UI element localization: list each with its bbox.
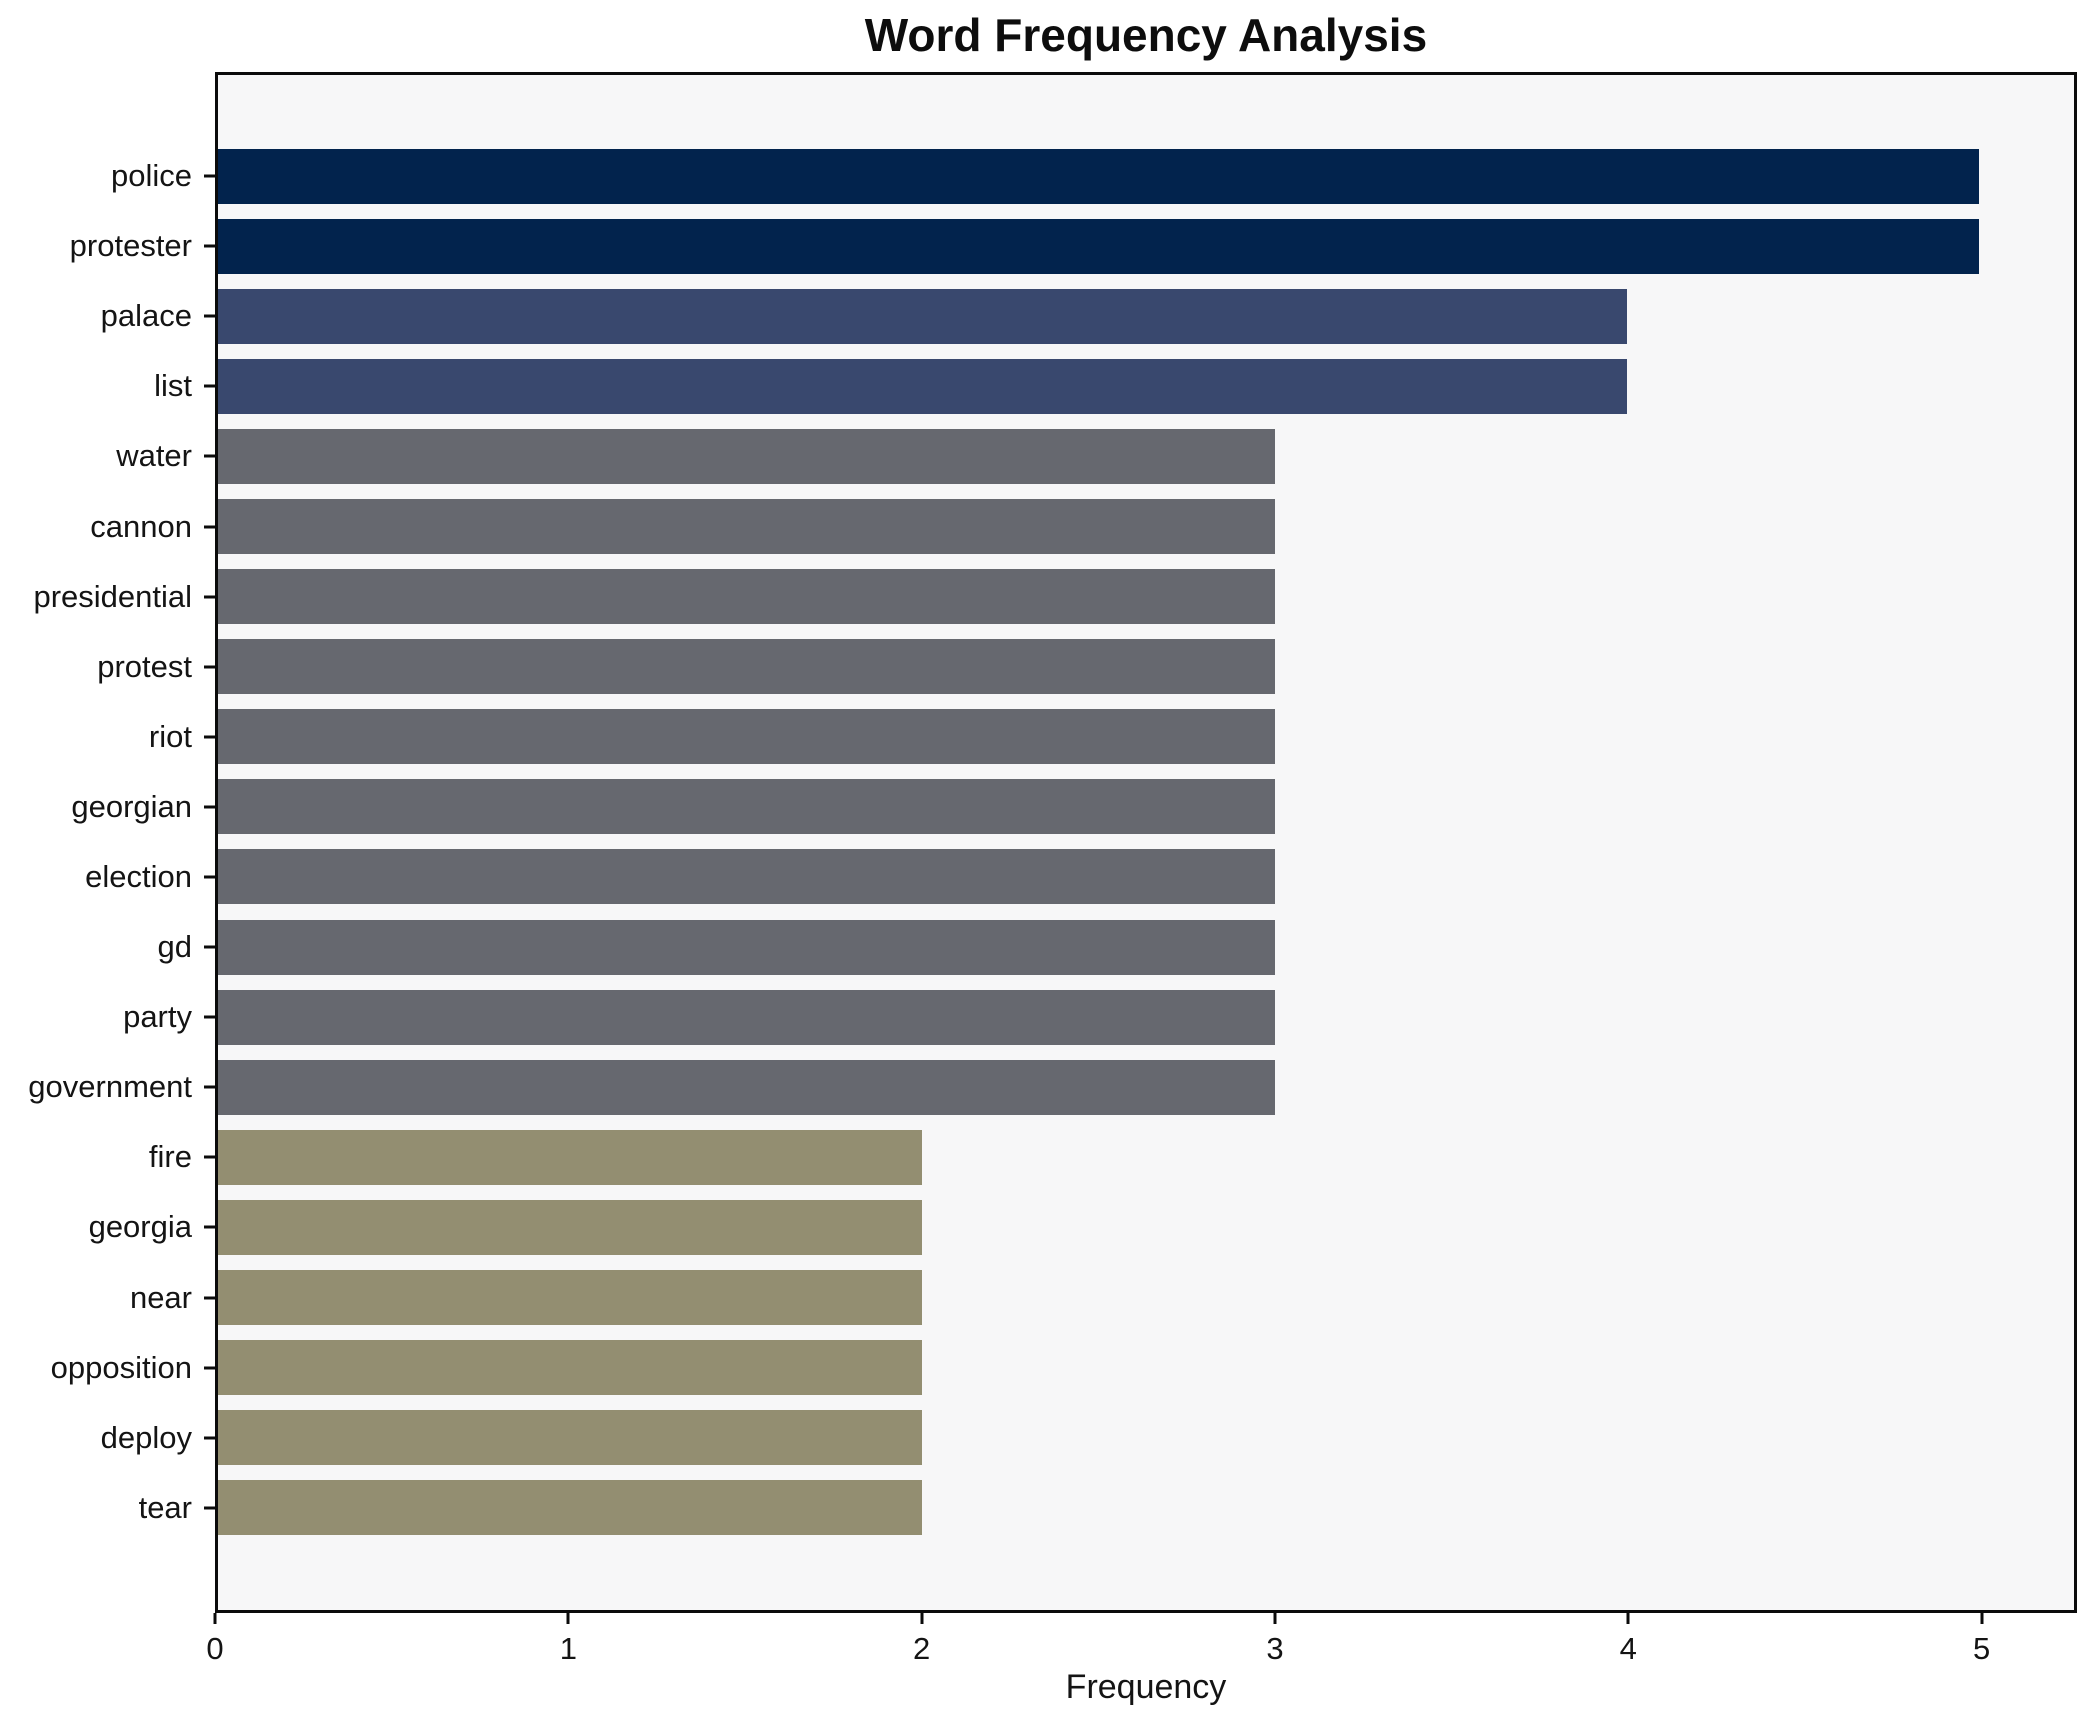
y-tick-mark [204,244,215,248]
y-tick-mark [204,875,215,879]
y-axis-label: riot [148,718,192,754]
bar-row: near [130,1263,2074,1333]
y-axis-label: georgian [71,788,192,824]
bar-tear [218,1480,923,1536]
y-axis-label: deploy [100,1419,192,1455]
bar-deploy [218,1410,923,1466]
bar-party [218,989,1275,1045]
y-axis-label: protester [69,228,192,264]
bar-row: police [111,141,2074,211]
y-axis-label: government [28,1069,192,1105]
y-tick-mark [204,735,215,739]
bar-water [218,428,1275,484]
bar-georgian [218,779,1275,835]
y-tick-mark [204,1506,215,1510]
y-tick-mark [204,174,215,178]
y-axis-label: police [111,158,192,194]
y-axis-label: party [123,999,192,1035]
bar-election [218,849,1275,905]
bar-row: cannon [90,491,2074,561]
bar-georgia [218,1199,923,1255]
y-tick-mark [204,1436,215,1440]
y-tick-mark [204,595,215,599]
y-tick-mark [204,1085,215,1089]
bar-protester [218,218,1979,274]
bar-row: opposition [51,1333,2074,1403]
y-axis-label: gd [157,929,192,965]
bar-row: election [85,842,2074,912]
bar-gd [218,919,1275,975]
y-axis-label: opposition [50,1349,192,1385]
bar-row: protest [97,632,2074,702]
y-tick-mark [204,945,215,949]
x-tick-label: 0 [206,1631,224,1666]
bar-row: protester [70,211,2074,281]
bar-row: party [123,982,2074,1052]
x-tick-mark [213,1613,217,1624]
bar-row: gd [158,912,2074,982]
x-tick-label: 4 [1619,1631,1637,1666]
bar-row: palace [101,281,2074,351]
y-axis-label: election [85,858,192,894]
chart-title: Word Frequency Analysis [864,9,1428,61]
y-tick-mark [204,665,215,669]
x-tick-label: 1 [559,1631,577,1666]
y-tick-mark [204,314,215,318]
bar-cannon [218,499,1275,555]
bar-row: georgia [89,1192,2074,1262]
x-tick-mark [1273,1613,1277,1624]
y-tick-mark [204,805,215,809]
plot-area: police protester palace list water cannon pres… [28,72,2077,1613]
bar-list [218,358,1627,414]
x-axis: 0 1 2 3 4 5 [206,1613,2077,1683]
x-tick-mark [1980,1613,1984,1624]
y-axis-label: water [116,438,192,474]
bar-palace [218,288,1627,344]
y-tick-mark [204,1155,215,1159]
y-tick-mark [204,525,215,529]
x-tick-mark [920,1613,924,1624]
y-axis-label: palace [100,298,192,334]
y-tick-mark [204,1225,215,1229]
bar-row: georgian [71,772,2074,842]
bar-riot [218,709,1275,765]
x-tick-label: 5 [1972,1631,1991,1666]
bar-police [218,148,1979,204]
bar-row: water [116,421,2074,491]
y-tick-mark [204,1366,215,1370]
bar-protest [218,639,1275,695]
bar-presidential [218,569,1275,625]
bar-row: tear [139,1473,2074,1543]
bar-near [218,1270,923,1326]
y-tick-mark [204,1296,215,1300]
bar-opposition [218,1340,923,1396]
y-axis-label: presidential [33,578,192,614]
x-tick-mark [566,1613,570,1624]
x-tick-label: 2 [913,1631,931,1666]
bar-row: government [28,1052,2074,1122]
y-axis-label: protest [97,648,192,684]
x-tick-mark [1626,1613,1630,1624]
bar-row: riot [149,702,2074,772]
bar-row: list [154,351,2074,421]
y-axis-label: tear [138,1489,192,1525]
x-axis-label: Frequency [1065,1668,1227,1706]
y-tick-mark [204,454,215,458]
y-axis-label: cannon [90,508,192,544]
y-axis-label: georgia [88,1209,192,1245]
y-tick-mark [204,1015,215,1019]
y-axis-label: near [129,1279,192,1315]
bar-row: fire [149,1122,2074,1192]
bar-government [218,1059,1275,1115]
y-axis-label: fire [148,1139,192,1175]
bars-container: police protester palace list water cannon pres… [28,75,2074,1610]
bar-row: presidential [33,562,2074,632]
y-axis-label: list [154,368,192,404]
bar-fire [218,1129,923,1185]
bar-row: deploy [101,1403,2074,1473]
y-tick-mark [204,384,215,388]
x-tick-label: 3 [1266,1631,1284,1666]
